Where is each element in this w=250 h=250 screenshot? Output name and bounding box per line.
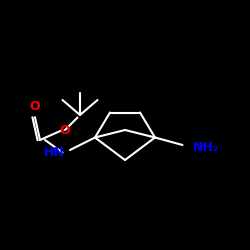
Text: O: O — [30, 100, 40, 112]
Text: NH₂: NH₂ — [192, 141, 218, 154]
Text: HN: HN — [44, 146, 65, 159]
Text: O: O — [60, 124, 70, 136]
